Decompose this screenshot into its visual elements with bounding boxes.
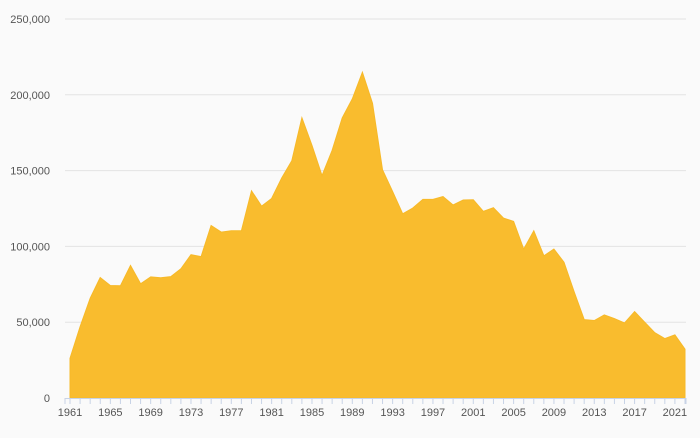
x-tick-label: 1997 (421, 407, 445, 419)
x-tick-label: 1969 (138, 407, 162, 419)
area-series (69, 70, 686, 399)
x-tick-label: 2021 (663, 407, 687, 419)
y-tick-label: 250,000 (10, 14, 50, 26)
x-tick-label: 1973 (179, 407, 203, 419)
x-tick-label: 1985 (300, 407, 324, 419)
x-tick-label: 1981 (259, 407, 283, 419)
y-axis: 0 50,000 100,000 150,000 200,000 250,000 (10, 14, 50, 405)
area-fill (69, 70, 686, 399)
y-tick-label: 200,000 (10, 90, 50, 102)
x-tick-label: 1977 (219, 407, 243, 419)
y-tick-label: 0 (44, 393, 50, 405)
x-tick-label: 1965 (98, 407, 122, 419)
x-tick-label: 2001 (461, 407, 485, 419)
x-axis: 1961 1965 1969 1973 1977 1981 1985 1989 1993 1997… (58, 398, 687, 419)
y-tick-label: 50,000 (16, 317, 50, 329)
x-tick-label: 2009 (542, 407, 566, 419)
y-tick-label: 100,000 (10, 241, 50, 253)
x-tick-label: 1961 (58, 407, 82, 419)
y-tick-label: 150,000 (10, 166, 50, 178)
x-tick-label: 1989 (340, 407, 364, 419)
x-tick-label: 2017 (622, 407, 646, 419)
x-tick-label: 1993 (380, 407, 404, 419)
x-tick-label: 2013 (582, 407, 606, 419)
x-tick-label: 2005 (501, 407, 525, 419)
